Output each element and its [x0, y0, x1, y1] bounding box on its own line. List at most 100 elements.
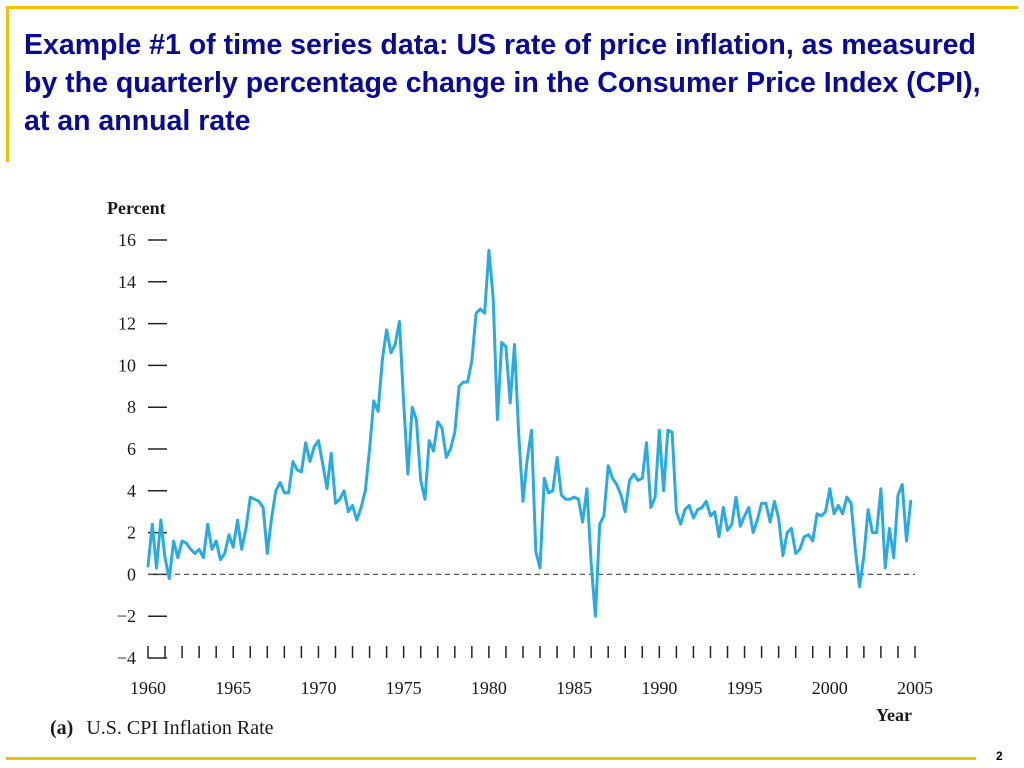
data-point: [463, 382, 464, 383]
data-point: [220, 559, 221, 560]
data-point: [348, 511, 349, 512]
y-tick-label: 12: [118, 314, 136, 334]
data-point: [505, 346, 506, 347]
data-point: [863, 555, 864, 556]
data-point: [471, 361, 472, 362]
data-point: [591, 563, 592, 564]
data-point: [804, 536, 805, 537]
y-tick-label: 8: [127, 397, 136, 417]
data-point: [241, 549, 242, 550]
data-point: [825, 511, 826, 512]
data-point: [539, 568, 540, 569]
data-point: [629, 480, 630, 481]
data-point: [156, 568, 157, 569]
data-point: [488, 250, 489, 251]
data-point: [326, 488, 327, 489]
data-point: [586, 488, 587, 489]
data-point: [292, 461, 293, 462]
data-point: [655, 497, 656, 498]
data-point: [599, 524, 600, 525]
data-point: [305, 442, 306, 443]
data-point: [748, 507, 749, 508]
data-point: [697, 509, 698, 510]
data-point: [199, 549, 200, 550]
data-point: [510, 402, 511, 403]
y-tick-label: 16: [118, 230, 136, 250]
data-point: [314, 446, 315, 447]
data-point: [280, 482, 281, 483]
data-point: [399, 321, 400, 322]
data-point: [689, 505, 690, 506]
data-point: [395, 344, 396, 345]
data-point: [782, 555, 783, 556]
data-point: [727, 530, 728, 531]
data-point: [169, 578, 170, 579]
x-tick-label: 1970: [300, 678, 336, 698]
data-point: [173, 540, 174, 541]
data-point: [476, 313, 477, 314]
data-point: [263, 507, 264, 508]
data-point: [893, 557, 894, 558]
data-point: [859, 586, 860, 587]
data-point: [672, 432, 673, 433]
data-point: [160, 520, 161, 521]
data-point: [450, 448, 451, 449]
series-line-cpi-inflation: [146, 248, 913, 618]
data-point: [284, 492, 285, 493]
data-point: [667, 430, 668, 431]
data-point: [403, 402, 404, 403]
x-tick-label: 1995: [727, 678, 763, 698]
bottom-rule: [6, 757, 976, 760]
data-point: [761, 503, 762, 504]
data-point: [693, 517, 694, 518]
data-point: [902, 484, 903, 485]
data-point: [271, 517, 272, 518]
data-point: [454, 432, 455, 433]
data-point: [744, 515, 745, 516]
data-point: [228, 534, 229, 535]
y-tick-label: 2: [127, 523, 136, 543]
data-point: [578, 499, 579, 500]
data-point: [642, 478, 643, 479]
data-point: [833, 513, 834, 514]
data-point: [459, 386, 460, 387]
y-tick-label: 10: [118, 355, 136, 375]
data-point: [254, 499, 255, 500]
data-point: [369, 448, 370, 449]
data-point: [237, 520, 238, 521]
data-point: [416, 419, 417, 420]
data-point: [876, 532, 877, 533]
data-point: [301, 471, 302, 472]
data-point: [373, 400, 374, 401]
data-point: [182, 540, 183, 541]
data-point: [868, 509, 869, 510]
data-point: [616, 484, 617, 485]
data-point: [676, 511, 677, 512]
top-rule: [6, 6, 1018, 9]
data-point: [787, 532, 788, 533]
x-tick-label: 1980: [471, 678, 507, 698]
data-point: [407, 474, 408, 475]
data-point: [808, 534, 809, 535]
data-point: [701, 507, 702, 508]
x-axis: 1960 1965 1970 1975 1980 1985 1990 1995 2000 2005: [130, 646, 933, 698]
data-point: [735, 497, 736, 498]
data-point: [872, 532, 873, 533]
data-point: [757, 520, 758, 521]
data-point: [245, 528, 246, 529]
data-point: [774, 501, 775, 502]
data-point: [753, 532, 754, 533]
slide-title: Example #1 of time series data: US rate …: [24, 29, 981, 137]
data-point: [569, 499, 570, 500]
data-point: [778, 517, 779, 518]
y-tick-label: −2: [117, 606, 136, 626]
data-point: [186, 542, 187, 543]
data-point: [714, 511, 715, 512]
data-point: [906, 540, 907, 541]
data-point: [441, 428, 442, 429]
data-point: [791, 528, 792, 529]
data-point: [659, 430, 660, 431]
left-rule: [6, 6, 9, 162]
data-point: [147, 565, 148, 566]
data-point: [723, 507, 724, 508]
